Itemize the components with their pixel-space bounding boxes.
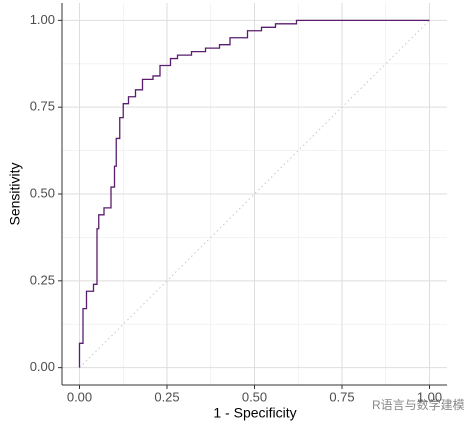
y-axis-title: Sensitivity bbox=[7, 162, 23, 225]
y-tick-label: 0.00 bbox=[30, 359, 55, 374]
x-tick-label: 0.25 bbox=[154, 389, 179, 404]
y-tick-label: 0.50 bbox=[30, 185, 55, 200]
y-tick-label: 0.25 bbox=[30, 272, 55, 287]
x-tick-label: 0.75 bbox=[329, 389, 354, 404]
roc-curve bbox=[78, 19, 430, 368]
plot: 0.00 0.25 0.50 0.75 1.00 0.00 0.25 0.50 0.75 1.00 bbox=[30, 3, 447, 404]
x-axis-title: 1 - Specificity bbox=[213, 405, 296, 421]
x-tick-label: 0.50 bbox=[242, 389, 267, 404]
y-tick-label: 0.75 bbox=[30, 99, 55, 114]
y-tick-label: 1.00 bbox=[30, 12, 55, 27]
x-tick-label: 1.00 bbox=[417, 389, 442, 404]
watermark: R语言与数学建模 bbox=[372, 397, 465, 412]
reference-diagonal bbox=[79, 20, 430, 368]
x-tick-label: 0.00 bbox=[67, 389, 92, 404]
